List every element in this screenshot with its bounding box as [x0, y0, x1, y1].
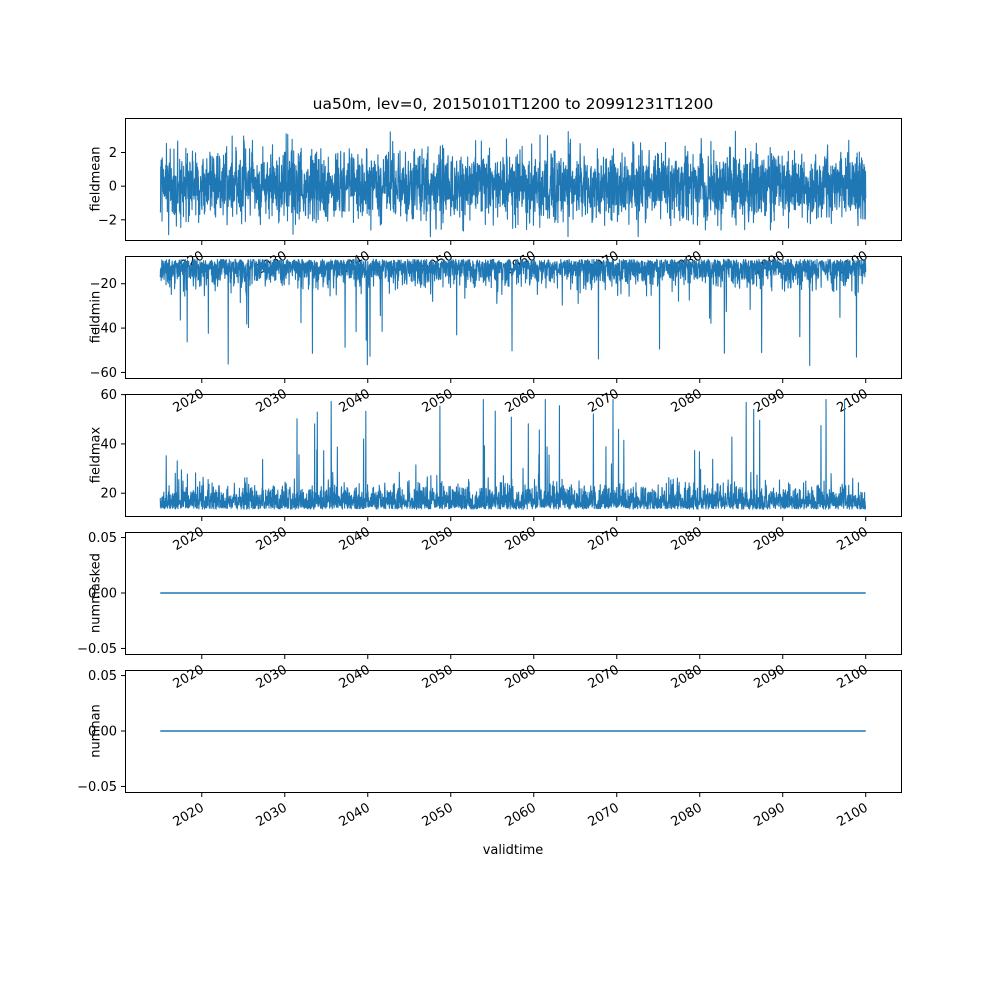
x-axis-label: validtime [482, 843, 544, 858]
subplot-3-ytick-label: −0.05 [77, 642, 117, 657]
subplot-4-xtick-label: 2060 [503, 800, 539, 830]
subplot-1-xtick-label: 2100 [835, 386, 871, 416]
subplot-2-xtick-label: 2050 [420, 524, 456, 554]
subplot-3-xtick-label: 2030 [254, 662, 290, 692]
subplot-3-xtick-label: 2080 [669, 662, 705, 692]
subplot-0-axes-box [125, 118, 902, 241]
subplot-3-xtick-label: 2020 [171, 662, 207, 692]
subplot-3-xtick-label: 2090 [752, 662, 788, 692]
subplot-2-xtick-label: 2080 [669, 524, 705, 554]
subplot-1-ytick-label: −20 [90, 277, 117, 292]
subplot-4-ytick-label: 0.00 [88, 725, 117, 740]
subplot-0-ytick-label: −2 [98, 213, 117, 228]
subplot-2-xtick-label: 2040 [337, 524, 373, 554]
subplot-4-xtick-label: 2040 [337, 800, 373, 830]
y-axis-label-fieldmin: fieldmin [88, 290, 104, 344]
subplot-4-xtick-label: 2070 [586, 800, 622, 830]
subplot-4-xtick-label: 2020 [171, 800, 207, 830]
subplot-2-series-line [159, 398, 867, 510]
subplot-3-xtick-label: 2050 [420, 662, 456, 692]
subplot-1-xtick-label: 2060 [503, 386, 539, 416]
subplot-4-xtick-label: 2030 [254, 800, 290, 830]
subplot-0-series-line [159, 130, 867, 238]
subplot-2-xtick-label: 2030 [254, 524, 290, 554]
subplot-2-xtick-label: 2070 [586, 524, 622, 554]
subplot-4-ytick-label: 0.05 [88, 669, 117, 684]
subplot-0-ytick-label: 0 [109, 180, 117, 195]
subplot-1-xtick-label: 2030 [254, 386, 290, 416]
subplot-1-ytick-label: −60 [90, 366, 117, 381]
y-axis-label-fieldmean: fieldmean [88, 146, 104, 212]
subplot-2-xtick-label: 2090 [752, 524, 788, 554]
subplot-4-xtick-label: 2080 [669, 800, 705, 830]
subplot-3-axes-box [125, 532, 902, 655]
subplot-3-xtick-label: 2040 [337, 662, 373, 692]
subplot-1-xtick-label: 2070 [586, 386, 622, 416]
subplot-3-ytick-label: 0.05 [88, 531, 117, 546]
subplot-2-ytick-label: 40 [100, 437, 117, 452]
subplot-1-xtick-label: 2040 [337, 386, 373, 416]
subplot-1-xtick-label: 2020 [171, 386, 207, 416]
subplot-4-xtick-label: 2050 [420, 800, 456, 830]
subplot-1-ytick-label: −40 [90, 322, 117, 337]
subplot-1-xtick-label: 2090 [752, 386, 788, 416]
y-axis-label-fieldmax: fieldmax [88, 426, 104, 484]
subplot-2-ytick-label: 60 [100, 388, 117, 403]
subplot-3-xtick-label: 2100 [835, 662, 871, 692]
subplot-2-xtick-label: 2020 [171, 524, 207, 554]
y-axis-label-nummasked: nummasked [88, 553, 104, 633]
subplot-4-xtick-label: 2100 [835, 800, 871, 830]
subplot-4-axes-box [125, 670, 902, 793]
subplot-4-ytick-label: −0.05 [77, 780, 117, 795]
subplot-0-ytick-label: 2 [109, 146, 117, 161]
subplot-1-xtick-label: 2050 [420, 386, 456, 416]
y-axis-label-numnan: numnan [88, 704, 104, 758]
subplot-1-series-line [159, 258, 867, 367]
subplot-3-xtick-label: 2070 [586, 662, 622, 692]
subplot-1-xtick-label: 2080 [669, 386, 705, 416]
subplot-1-axes-box [125, 256, 902, 379]
subplot-2-axes-box [125, 394, 902, 517]
subplot-3-ytick-label: 0.00 [88, 587, 117, 602]
figure-title: ua50m, lev=0, 20150101T1200 to 20991231T… [312, 95, 714, 113]
subplot-2-ytick-label: 20 [100, 487, 117, 502]
subplot-3-xtick-label: 2060 [503, 662, 539, 692]
subplot-4-xtick-label: 2090 [752, 800, 788, 830]
subplot-2-xtick-label: 2060 [503, 524, 539, 554]
subplot-2-xtick-label: 2100 [835, 524, 871, 554]
